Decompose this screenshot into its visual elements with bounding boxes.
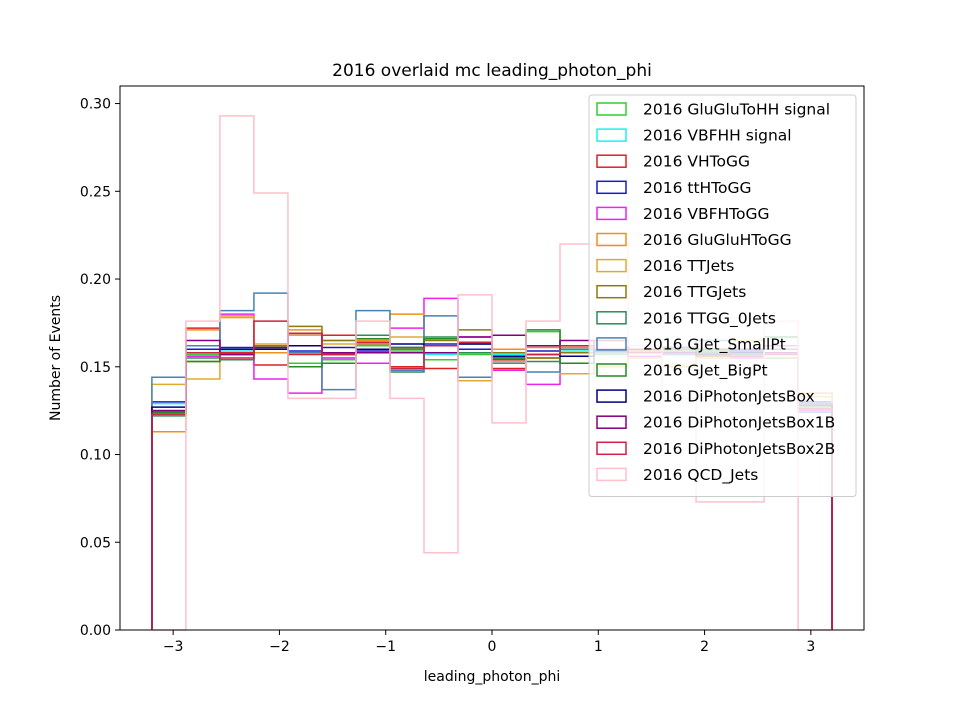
legend-entry-label: 2016 GJet_SmallPt bbox=[643, 335, 786, 354]
series-15-step-line bbox=[151, 115, 833, 631]
legend-entry-label: 2016 GluGluHToGG bbox=[643, 231, 792, 249]
axes: −3 −2 −1 0 1 2 3 0.00 0.05 0.10 0.15 0.20 0.25 0.30 bbox=[80, 85, 865, 655]
legend-swatch bbox=[596, 102, 627, 116]
legend-swatch bbox=[596, 311, 627, 325]
legend-entry-label: 2016 GJet_BigPt bbox=[643, 362, 768, 381]
y-tick-label: 0.20 bbox=[80, 272, 111, 288]
legend-swatch bbox=[596, 154, 627, 168]
legend-swatch bbox=[596, 389, 627, 403]
y-tick-label: 0.05 bbox=[80, 535, 111, 551]
legend-entry-label: 2016 DiPhotonJetsBox bbox=[643, 388, 815, 406]
y-tick-label: 0.00 bbox=[80, 623, 111, 639]
legend-entry-label: 2016 VBFHToGG bbox=[643, 205, 770, 223]
x-tick-label: 3 bbox=[806, 639, 815, 655]
chart-title: 2016 overlaid mc leading_photon_phi bbox=[332, 61, 652, 81]
legend-swatch bbox=[596, 467, 627, 482]
x-tick-label: 2 bbox=[700, 639, 709, 655]
x-tick-label: −2 bbox=[269, 639, 290, 655]
y-tick-label: 0.25 bbox=[80, 184, 111, 200]
legend-entry-label: 2016 VBFHH signal bbox=[643, 127, 792, 145]
y-tick-label: 0.30 bbox=[80, 97, 111, 113]
legend-entry-label: 2016 DiPhotonJetsBox2B bbox=[643, 440, 835, 458]
legend-entry-label: 2016 DiPhotonJetsBox1B bbox=[643, 414, 835, 432]
legend-entry-label: 2016 TTGG_0Jets bbox=[643, 309, 776, 328]
legend-entry-label: 2016 QCD_Jets bbox=[643, 466, 758, 485]
legend-entry-label: 2016 VHToGG bbox=[643, 153, 750, 171]
legend-frame bbox=[588, 94, 857, 497]
legend-swatch bbox=[596, 180, 627, 195]
legend-swatch bbox=[596, 337, 627, 351]
legend-swatch bbox=[596, 284, 627, 299]
x-tick-label: −1 bbox=[375, 639, 396, 655]
legend-swatch bbox=[596, 206, 627, 221]
x-tick-label: −3 bbox=[163, 639, 184, 655]
y-tick-label: 0.15 bbox=[80, 360, 111, 376]
legend-entry-label: 2016 ttHToGG bbox=[643, 179, 752, 197]
x-tick-label: 1 bbox=[594, 639, 603, 655]
legend-swatch bbox=[596, 128, 627, 142]
legend-entry-label: 2016 TTGJets bbox=[643, 283, 746, 301]
legend-swatch bbox=[596, 258, 627, 273]
legend-entry-label: 2016 GluGluToHH signal bbox=[643, 101, 830, 119]
x-axis-label: leading_photon_phi bbox=[424, 669, 561, 685]
legend-entry-label: 2016 TTJets bbox=[643, 257, 734, 275]
legend-swatch bbox=[596, 232, 627, 247]
legend: 2016 GluGluToHH signal 2016 VBFHH signal 2… bbox=[588, 94, 857, 497]
y-axis-label: Number of Events bbox=[48, 295, 64, 421]
y-tick-label: 0.10 bbox=[80, 448, 111, 464]
legend-swatch bbox=[596, 441, 627, 456]
x-tick-label: 0 bbox=[488, 639, 497, 655]
legend-swatch bbox=[596, 415, 627, 429]
legend-swatch bbox=[596, 363, 627, 377]
